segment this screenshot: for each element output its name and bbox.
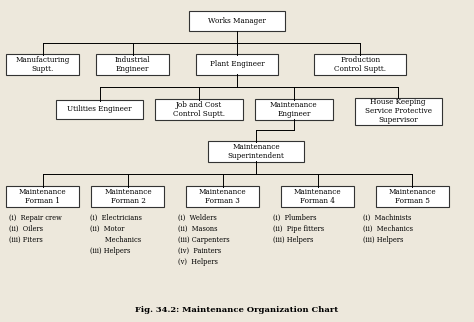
FancyBboxPatch shape — [91, 186, 164, 207]
Text: Manufacturing
Suptt.: Manufacturing Suptt. — [16, 56, 70, 73]
FancyBboxPatch shape — [56, 100, 143, 119]
Text: (i)  Machinists
(ii)  Mechanics
(iii) Helpers: (i) Machinists (ii) Mechanics (iii) Help… — [363, 214, 412, 244]
Text: Fig. 34.2: Maintenance Organization Chart: Fig. 34.2: Maintenance Organization Char… — [136, 306, 338, 314]
FancyBboxPatch shape — [6, 54, 79, 75]
Text: House Keeping
Service Protective
Supervisor: House Keeping Service Protective Supervi… — [365, 98, 432, 124]
Text: Maintenance
Superintendent: Maintenance Superintendent — [228, 143, 284, 160]
Text: Utilities Engineer: Utilities Engineer — [67, 106, 132, 113]
FancyBboxPatch shape — [196, 54, 278, 75]
Text: Maintenance
Forman 2: Maintenance Forman 2 — [104, 188, 152, 205]
Text: Works Manager: Works Manager — [208, 17, 266, 25]
Text: (i)  Repair crew
(ii)  Oilers
(iii) Fiters: (i) Repair crew (ii) Oilers (iii) Fiters — [9, 214, 62, 244]
Text: Maintenance
Forman 5: Maintenance Forman 5 — [389, 188, 436, 205]
Text: Job and Cost
Control Suptt.: Job and Cost Control Suptt. — [173, 101, 225, 118]
FancyBboxPatch shape — [186, 186, 259, 207]
Text: Maintenance
Forman 3: Maintenance Forman 3 — [199, 188, 246, 205]
Text: Maintenance
Forman 1: Maintenance Forman 1 — [19, 188, 66, 205]
Text: (i)  Plumbers
(ii)  Pipe fitters
(iii) Helpers: (i) Plumbers (ii) Pipe fitters (iii) Hel… — [273, 214, 324, 244]
FancyBboxPatch shape — [155, 99, 243, 120]
FancyBboxPatch shape — [355, 98, 442, 125]
Text: Maintenance
Forman 4: Maintenance Forman 4 — [294, 188, 341, 205]
Text: Industrial
Engineer: Industrial Engineer — [115, 56, 151, 73]
Text: (i)  Electricians
(ii)  Motor
       Mechanics
(iii) Helpers: (i) Electricians (ii) Motor Mechanics (i… — [90, 214, 142, 255]
Text: (i)  Welders
(ii)  Masons
(iii) Carpenters
(iv)  Painters
(v)  Helpers: (i) Welders (ii) Masons (iii) Carpenters… — [178, 214, 229, 266]
FancyBboxPatch shape — [376, 186, 449, 207]
FancyBboxPatch shape — [281, 186, 354, 207]
FancyBboxPatch shape — [96, 54, 169, 75]
FancyBboxPatch shape — [255, 99, 333, 120]
FancyBboxPatch shape — [189, 11, 285, 31]
Text: Plant Engineer: Plant Engineer — [210, 61, 264, 68]
FancyBboxPatch shape — [6, 186, 79, 207]
Text: Maintenance
Engineer: Maintenance Engineer — [270, 101, 318, 118]
FancyBboxPatch shape — [208, 141, 304, 162]
Text: Production
Control Suptt.: Production Control Suptt. — [334, 56, 386, 73]
FancyBboxPatch shape — [314, 54, 406, 75]
